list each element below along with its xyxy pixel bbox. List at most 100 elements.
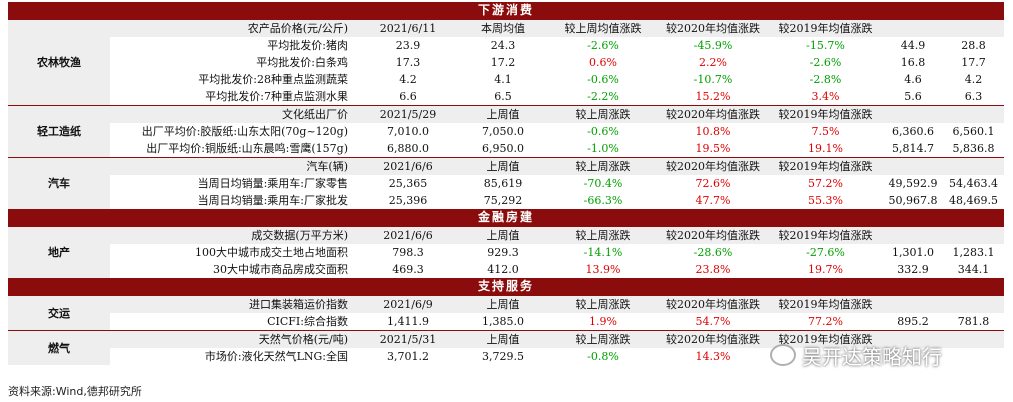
data-cell: 57.2% xyxy=(808,177,843,190)
row-label: CICFI:综合指数 xyxy=(267,315,348,328)
table-row: 100大中城市成交土地占地面积 798.3 929.3 -14.1% -28.6% -27… xyxy=(8,244,1004,261)
data-cell: 19.7% xyxy=(808,263,843,276)
data-cell: 10.8% xyxy=(695,125,731,138)
table-header-row: 汽车 汽车(辆) 2021/6/6 上周值 较上周涨跌 较2020年均值涨跌 较2019年均… xyxy=(8,157,1004,209)
data-cell: 6.3 xyxy=(964,90,983,103)
section-title: 金融房建 xyxy=(8,209,1004,227)
data-cell: 7,010.0 xyxy=(387,125,429,138)
data-cell: 24.3 xyxy=(490,39,516,52)
data-cell: 15.2% xyxy=(695,90,731,103)
header-cell xyxy=(883,19,943,37)
data-cell: 3.4% xyxy=(811,90,840,103)
data-cell: 4.2 xyxy=(964,73,983,86)
data-cell: 1.9% xyxy=(589,315,617,328)
data-cell: 17.2 xyxy=(490,56,516,69)
data-cell: -14.1% xyxy=(583,246,623,259)
data-cell: -45.9% xyxy=(693,39,733,52)
header-cell: 较2020年均值涨跌 xyxy=(658,19,768,37)
row-label: 100大中城市成交土地占地面积 xyxy=(195,246,348,259)
header-cell: 2021/6/9 xyxy=(358,295,458,313)
data-cell: -2.6% xyxy=(809,56,842,69)
header-cell xyxy=(883,226,943,244)
header-cell: 2021/5/31 xyxy=(358,330,458,348)
header-cell: 本周均值 xyxy=(458,19,548,37)
watermark-text: 吴开达策略知行 xyxy=(802,344,942,369)
header-label: 农产品价格(元/公斤) xyxy=(110,19,358,37)
header-cell: 较上周涨跌 xyxy=(548,157,658,175)
table-header-row: 燃气 天然气价格(元/吨) 2021/5/31 上周值 较上周涨跌 较2020年均值涨跌较… xyxy=(8,330,1004,365)
section-band-finance: 金融房建 xyxy=(8,209,1004,227)
data-cell: 17.7 xyxy=(961,56,986,69)
data-cell: 1,411.9 xyxy=(387,315,429,328)
data-cell: 2.2% xyxy=(699,56,727,69)
table-row: 平均批发价:7种重点监测水果 6.6 6.5 -2.2% 15.2% 3.4% 5.6 6.3 xyxy=(8,88,1004,106)
table-row: CICFI:综合指数 1,411.9 1,385.0 1.9% 54.7% 77.2% 89… xyxy=(8,313,1004,331)
row-label: 出厂平均价:胶版纸:山东太阳(70g~120g) xyxy=(141,125,348,138)
header-cell: 2021/6/11 xyxy=(358,19,458,37)
header-cell: 较2020年均值涨跌 xyxy=(658,226,768,244)
header-cell xyxy=(883,105,943,123)
header-cell: 较2019年均值涨跌 xyxy=(768,105,883,123)
wechat-icon xyxy=(770,344,796,366)
data-cell: -2.2% xyxy=(587,90,619,103)
header-cell: 较上周涨跌 xyxy=(548,105,658,123)
data-cell: 4.6 xyxy=(904,73,922,86)
header-cell: 较2019年均值涨跌 xyxy=(768,157,883,175)
header-cell: 上周值 xyxy=(458,157,548,175)
data-cell: 48,469.5 xyxy=(949,194,998,207)
header-cell: 较上周涨跌 xyxy=(548,295,658,313)
header-cell: 较2020年均值涨跌 xyxy=(658,330,768,348)
table-row: 平均批发价:猪肉 23.9 24.3 -2.6% -45.9% -15.7% 44.9 28.… xyxy=(8,37,1004,54)
row-label: 平均批发价:白条鸡 xyxy=(256,56,348,69)
data-cell: 0.6% xyxy=(589,56,617,69)
header-cell xyxy=(943,330,1004,348)
row-label: 30大中城市商品房成交面积 xyxy=(213,263,348,276)
data-cell: 85,619 xyxy=(483,177,523,190)
data-cell: 1,385.0 xyxy=(482,315,524,328)
data-cell: 23.8% xyxy=(695,263,731,276)
header-cell xyxy=(883,295,943,313)
data-cell: 7,050.0 xyxy=(482,125,524,138)
category-label: 农林牧渔 xyxy=(8,19,110,106)
data-cell: -1.0% xyxy=(587,142,619,155)
data-cell: 55.3% xyxy=(808,194,843,207)
data-cell: 5,836.8 xyxy=(952,142,995,155)
row-label: 市场价:液化天然气LNG:全国 xyxy=(204,350,348,363)
data-cell: 7.5% xyxy=(811,125,840,138)
header-cell xyxy=(943,226,1004,244)
data-cell: 13.9% xyxy=(585,263,621,276)
data-cell: 3,701.2 xyxy=(387,350,429,363)
header-label: 进口集装箱运价指数 xyxy=(110,295,358,313)
data-cell: 3,729.5 xyxy=(482,350,524,363)
row-label: 平均批发价:28种重点监测蔬菜 xyxy=(198,73,348,86)
data-cell: 54,463.4 xyxy=(949,177,998,190)
data-cell: -70.4% xyxy=(583,177,623,190)
category-label: 汽车 xyxy=(8,157,110,209)
data-cell: 49,592.9 xyxy=(888,177,938,190)
header-cell: 较2019年均值涨跌 xyxy=(768,295,883,313)
header-cell: 上周值 xyxy=(458,105,548,123)
data-cell: 6,360.6 xyxy=(892,125,934,138)
section-band-downstream: 下游消费 xyxy=(8,2,1004,20)
source-note: 资料来源:Wind,德邦研究所 xyxy=(8,385,142,398)
data-cell: 47.7% xyxy=(695,194,731,207)
header-label: 成交数据(万平方米) xyxy=(110,226,358,244)
header-cell: 较2019年均值涨跌 xyxy=(768,330,883,348)
data-cell: 16.8 xyxy=(900,56,926,69)
row-label: 平均批发价:猪肉 xyxy=(267,39,348,52)
data-cell: 4.2 xyxy=(399,73,417,86)
header-cell: 较2020年均值涨跌 xyxy=(658,105,768,123)
data-cell: 929.3 xyxy=(487,246,519,259)
header-cell xyxy=(943,19,1004,37)
macro-data-table: 下游消费 农林牧渔 农产品价格(元/公斤) 2021/6/11 本周均值 较上周均值涨跌较… xyxy=(8,2,1004,365)
row-label: 平均批发价:7种重点监测水果 xyxy=(205,90,348,103)
header-cell: 较2019年均值涨跌 xyxy=(768,19,883,37)
data-cell: -28.6% xyxy=(693,246,733,259)
table-row: 30大中城市商品房成交面积 469.3 412.0 13.9% 23.8% 19.7% 33… xyxy=(8,261,1004,278)
table-header-row: 地产 成交数据(万平方米) 2021/6/6 上周值 较上周涨跌 较2020年均值涨跌 较2… xyxy=(8,226,1004,278)
category-label: 交运 xyxy=(8,295,110,331)
data-cell: -2.8% xyxy=(809,73,842,86)
data-cell: 6,880.0 xyxy=(387,142,429,155)
data-cell: -10.7% xyxy=(693,73,733,86)
data-cell: 28.8 xyxy=(961,39,986,52)
